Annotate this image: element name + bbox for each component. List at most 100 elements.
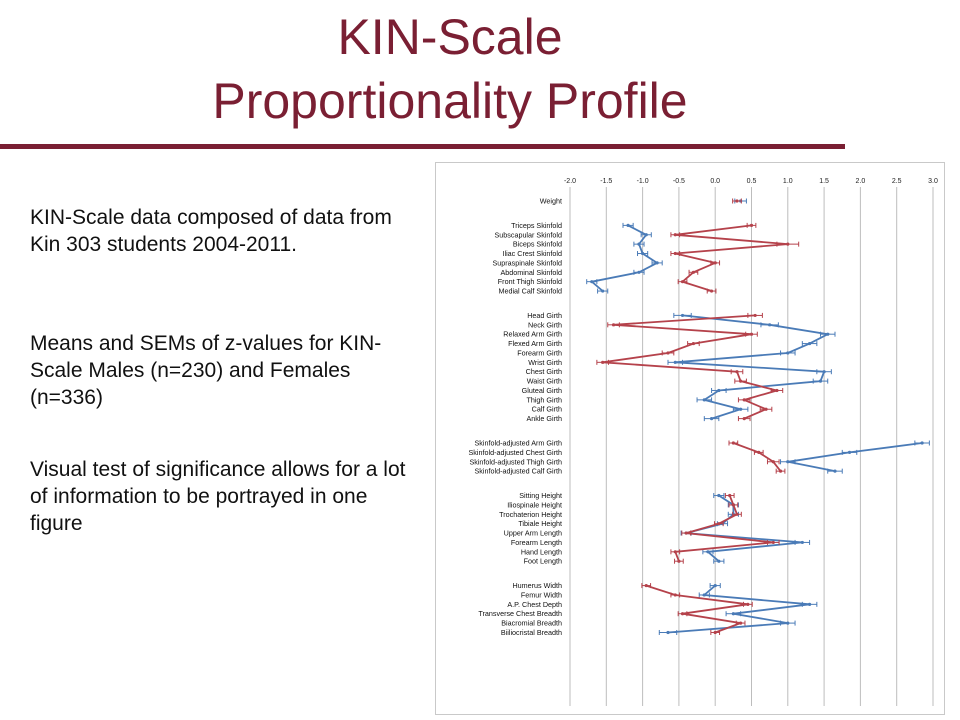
data-point	[673, 550, 677, 554]
x-tick-label: -2.0	[564, 178, 576, 185]
category-label: Sitting Height	[519, 491, 562, 500]
series-line	[675, 314, 831, 420]
title-line-1: KIN-Scale	[337, 9, 563, 65]
data-point	[626, 223, 630, 227]
data-point	[735, 199, 739, 203]
data-point	[655, 261, 659, 265]
data-point	[742, 398, 746, 402]
data-point	[717, 559, 721, 563]
category-label: Subscapular Skinfold	[494, 230, 562, 239]
title-line-2: Proportionality Profile	[212, 73, 688, 129]
data-point	[807, 341, 812, 346]
category-label: Biacromial Breadth	[501, 619, 562, 628]
data-point	[717, 388, 721, 393]
data-point	[691, 341, 696, 346]
category-label: Flexed Arm Girth	[508, 339, 562, 348]
category-label: Forearm Girth	[517, 348, 562, 357]
data-point	[673, 360, 677, 364]
data-point	[753, 313, 757, 318]
data-point	[731, 503, 735, 507]
data-point	[739, 407, 743, 411]
category-label: Iliospinale Height	[507, 500, 562, 509]
data-point	[749, 223, 754, 227]
x-tick-label: 2.0	[856, 178, 866, 185]
category-label: Femur Width	[521, 590, 562, 599]
data-point	[746, 602, 750, 606]
category-label: Neck Girth	[528, 320, 562, 329]
category-label: Iliac Crest Skinfold	[502, 249, 562, 258]
category-label: Tibiale Height	[518, 519, 562, 528]
data-point	[713, 630, 717, 635]
data-point	[644, 233, 648, 237]
category-label: Upper Arm Length	[504, 529, 562, 538]
x-tick-label: 3.0	[928, 178, 938, 185]
data-point	[666, 630, 670, 635]
data-point	[735, 512, 739, 516]
category-label: Ankle Girth	[526, 414, 562, 423]
data-point	[742, 417, 746, 421]
data-point	[786, 460, 790, 464]
data-point	[673, 251, 677, 256]
category-label: Skinfold-adjusted Calf Girth	[475, 467, 563, 476]
data-point	[826, 332, 830, 336]
data-point	[684, 531, 688, 535]
category-label: Forearm Length	[511, 538, 562, 547]
x-tick-label: 2.5	[892, 178, 902, 185]
category-label: Supraspinale Skinfold	[492, 258, 562, 267]
data-point	[709, 289, 714, 293]
x-tick-label: -1.0	[637, 178, 649, 185]
category-label: Abdominal Skinfold	[500, 268, 562, 277]
data-point	[778, 469, 783, 473]
data-point	[691, 270, 696, 274]
data-point	[807, 602, 812, 606]
category-label: Trochaterion Height	[499, 510, 562, 519]
data-point	[786, 242, 790, 246]
category-label: Humerus Width	[512, 581, 562, 590]
data-point	[920, 441, 924, 445]
x-tick-label: 1.5	[819, 178, 829, 185]
data-point	[757, 450, 761, 454]
data-point	[786, 621, 790, 625]
category-label: Hand Length	[521, 547, 562, 556]
data-point	[764, 407, 768, 411]
data-point	[680, 280, 685, 284]
data-point	[800, 540, 804, 545]
data-point	[713, 261, 717, 265]
data-point	[771, 540, 775, 545]
category-label: Biceps Skinfold	[513, 240, 562, 249]
chart-frame: -2.0 -1.5 -1.0 -0.5 0.0 0.5 1.0 1.5 2.0 2.5 3.0 Wei…	[435, 162, 945, 715]
series-line	[675, 224, 788, 292]
series-line	[645, 584, 749, 634]
x-tick-label: -0.5	[673, 178, 685, 185]
category-label: Biiliocristal Breadth	[501, 628, 562, 637]
series-line	[674, 495, 774, 562]
category-label: Skinfold-adjusted Arm Girth	[475, 439, 563, 448]
description-data-source: KIN-Scale data composed of data from Kin…	[30, 206, 392, 256]
data-point	[768, 323, 772, 327]
data-point	[709, 417, 714, 421]
data-point	[775, 388, 779, 393]
data-point	[833, 469, 837, 473]
data-point	[847, 450, 852, 454]
data-point	[637, 242, 641, 246]
data-point	[702, 398, 706, 402]
title-underline	[0, 144, 845, 149]
series-line	[733, 442, 782, 472]
data-point	[677, 559, 681, 563]
data-point	[786, 351, 790, 355]
description-means-sems: Means and SEMs of z-values for KIN-Scale…	[30, 332, 382, 409]
data-point	[735, 370, 739, 374]
series-line	[589, 224, 659, 292]
category-label: A.P. Chest Depth	[507, 600, 562, 609]
data-point	[680, 612, 685, 616]
category-label: Front Thigh Skinfold	[498, 277, 562, 286]
data-point	[673, 233, 677, 237]
data-point	[590, 280, 594, 284]
x-tick-label: 0.5	[747, 178, 757, 185]
data-point	[601, 289, 605, 293]
category-label: Foot Length	[524, 557, 562, 566]
category-label: Calf Girth	[532, 405, 562, 414]
data-point	[611, 323, 616, 327]
data-point	[673, 593, 677, 597]
data-point	[822, 370, 826, 374]
